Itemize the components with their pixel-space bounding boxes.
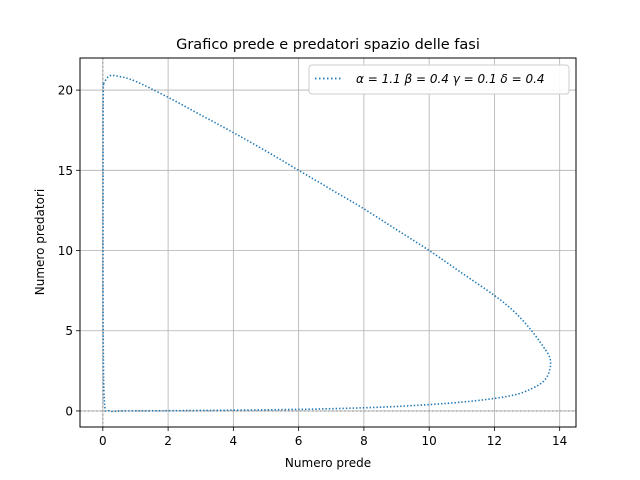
x-tick-label: 2 (164, 434, 172, 448)
x-tick-label: 8 (360, 434, 368, 448)
plot-frame (79, 57, 577, 428)
y-tick-label: 0 (65, 404, 73, 418)
x-tick-label: 4 (230, 434, 238, 448)
legend-box (308, 64, 570, 95)
series-line-0 (102, 74, 552, 413)
y-axis-label: Numero predatori (33, 189, 47, 295)
reference-lines (80, 58, 576, 427)
y-tick-label: 20 (58, 84, 73, 98)
x-tick-label: 0 (99, 434, 107, 448)
chart-title: Grafico prede e predatori spazio delle f… (176, 37, 480, 53)
x-tick-label: 6 (295, 434, 303, 448)
y-tick-label: 15 (58, 164, 73, 178)
series-group (102, 74, 552, 413)
x-tick-label: 14 (552, 434, 567, 448)
legend-entry-label: α = 1.1 β = 0.4 γ = 0.1 δ = 0.4 (356, 72, 545, 86)
y-tick-label: 10 (58, 244, 73, 258)
x-axis-label: Numero prede (285, 456, 371, 470)
x-tick-label: 12 (487, 434, 502, 448)
legend: α = 1.1 β = 0.4 γ = 0.1 δ = 0.4 (308, 64, 570, 95)
x-axis: 0 2 4 6 8 10 12 14 (99, 427, 567, 448)
x-tick-label: 10 (422, 434, 437, 448)
y-axis: 0 5 10 15 20 (58, 84, 80, 418)
y-tick-label: 5 (65, 324, 73, 338)
